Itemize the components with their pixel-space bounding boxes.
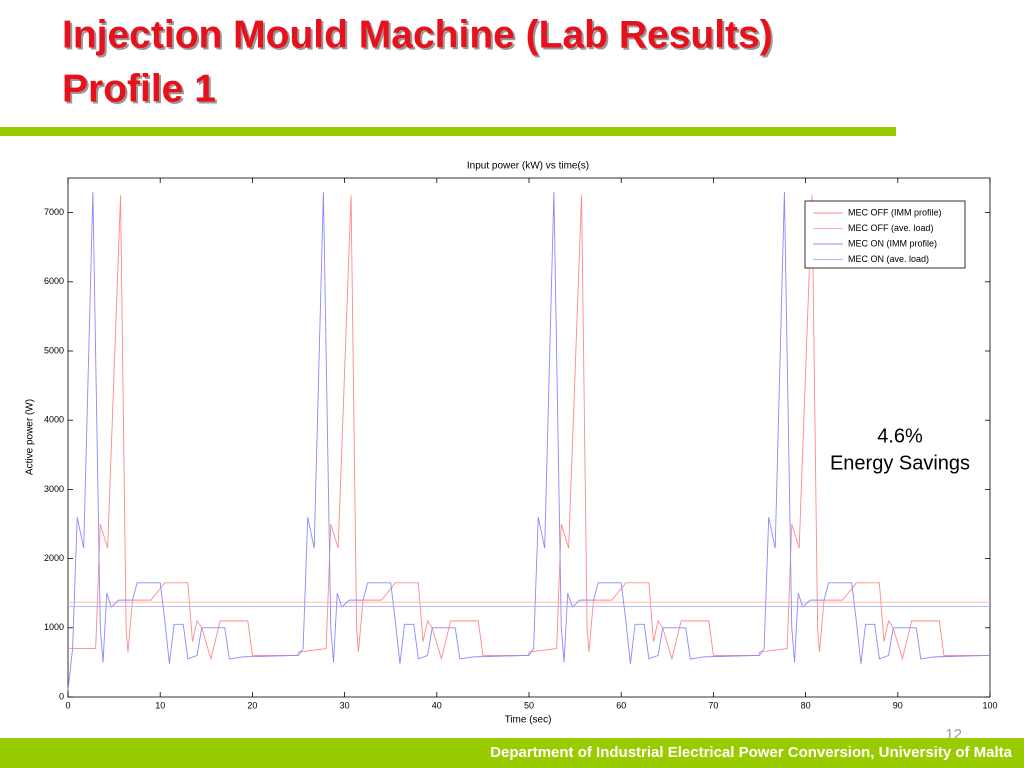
y-axis-label: Active power (W) [25, 399, 36, 475]
legend-label: MEC ON (IMM profile) [848, 238, 937, 248]
legend-box [804, 200, 966, 269]
y-tick-label: 2000 [44, 553, 64, 563]
legend-label: MEC OFF (ave. load) [848, 223, 934, 233]
x-tick-label: 40 [432, 700, 442, 710]
annotation: Energy Savings [830, 452, 970, 474]
y-tick-label: 5000 [44, 345, 64, 355]
title-rule [0, 127, 896, 136]
y-tick-label: 0 [59, 691, 64, 701]
y-tick-label: 6000 [44, 276, 64, 286]
x-tick-label: 30 [340, 700, 350, 710]
x-tick-label: 50 [524, 700, 534, 710]
x-tick-label: 0 [65, 700, 70, 710]
y-tick-label: 1000 [44, 622, 64, 632]
slide-title: Profile 1 [62, 67, 216, 110]
x-tick-label: 10 [155, 700, 165, 710]
footer: Department of Industrial Electrical Powe… [490, 744, 1012, 761]
x-tick-label: 90 [893, 700, 903, 710]
series-line [67, 191, 990, 691]
x-axis-label: Time (sec) [505, 715, 552, 726]
y-tick-label: 4000 [44, 415, 64, 425]
chart-title: Input power (kW) vs time(s) [467, 161, 589, 172]
x-tick-label: 20 [247, 700, 257, 710]
legend-label: MEC ON (ave. load) [848, 254, 929, 264]
series-line [68, 195, 990, 661]
footer-bar [0, 738, 1024, 768]
slide-title: Injection Mould Machine (Lab Results) [62, 13, 773, 56]
x-tick-label: 80 [801, 700, 811, 710]
y-tick-label: 7000 [44, 207, 64, 217]
x-tick-label: 60 [616, 700, 626, 710]
x-tick-label: 100 [982, 700, 997, 710]
annotation: 4.6% [877, 425, 923, 447]
legend-label: MEC OFF (IMM profile) [848, 207, 942, 217]
x-tick-label: 70 [708, 700, 718, 710]
y-tick-label: 3000 [44, 484, 64, 494]
